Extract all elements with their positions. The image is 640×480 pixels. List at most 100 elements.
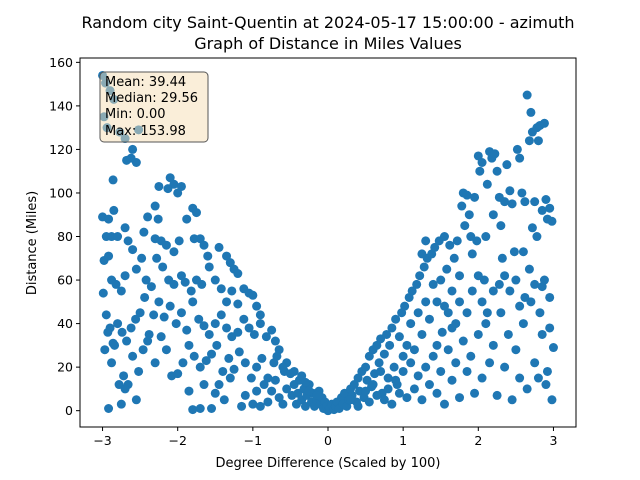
data-point [417,249,427,259]
data-point [109,205,119,215]
data-point [364,397,374,407]
data-point [518,319,528,329]
data-point [210,388,220,398]
x-axis-ticks: −3 −2 −1 0 1 2 3 [93,427,557,448]
data-point [140,292,150,302]
data-point [379,349,389,359]
data-point [361,386,371,396]
data-point [225,373,235,383]
data-point [110,340,120,350]
data-point [505,286,515,296]
data-point [496,308,506,318]
stats-box-background [99,71,209,143]
data-point [153,214,163,224]
data-point [500,362,510,372]
data-point [161,345,171,355]
data-point [515,153,525,163]
data-point [222,251,232,261]
chart-subtitle: Graph of Distance in Miles Values [194,34,462,53]
data-point [263,397,273,407]
data-point [432,340,442,350]
data-point [113,232,123,242]
data-point [421,297,431,307]
x-tick-label: 1 [399,433,407,448]
data-point [224,353,234,363]
data-point [176,181,186,191]
data-point [116,399,126,409]
data-point [131,264,141,274]
data-point [535,308,545,318]
data-point [349,380,359,390]
data-point [533,373,543,383]
data-point [98,288,108,298]
data-point [503,329,513,339]
stats-min: Min: 0.00 [105,107,166,122]
data-point [249,329,259,339]
data-point [199,240,209,250]
data-point [195,362,205,372]
data-point [412,279,422,289]
x-tick-label: 2 [474,433,482,448]
data-point [455,271,465,281]
data-point [382,329,392,339]
data-point [439,232,449,242]
data-point [428,279,438,289]
data-point [146,282,156,292]
data-point [512,144,522,154]
y-axis-ticks: 0 20 40 60 80 100 120 140 160 [49,55,80,418]
plot-frame [79,57,577,428]
data-point [128,144,138,154]
data-point [255,310,265,320]
data-point [122,336,132,346]
data-point [394,388,404,398]
chart-title: Random city Saint-Quentin at 2024-05-17 … [81,13,574,32]
data-point [128,351,138,361]
stats-median: Median: 29.56 [105,91,198,106]
data-point [207,404,217,413]
data-point [482,308,492,318]
x-tick-label: −1 [244,433,262,448]
data-point [270,336,280,346]
data-point [188,297,198,307]
data-point [473,329,483,339]
data-point [488,340,498,350]
data-point [182,325,192,335]
data-point [539,275,549,285]
data-point [417,395,427,405]
data-point [545,292,555,302]
data-point [267,325,277,335]
data-point [387,399,397,409]
data-point [122,155,132,165]
data-point [244,323,254,333]
data-point [400,301,410,311]
data-point [204,262,214,272]
data-point [372,340,382,350]
data-point [252,362,262,372]
data-point [150,201,160,211]
data-point [437,327,447,337]
data-point [184,386,194,396]
data-point [252,386,262,396]
data-point [443,308,453,318]
data-point [482,179,492,189]
data-point [103,327,113,337]
data-point [462,190,472,200]
data-point [141,275,151,285]
data-point [300,377,310,387]
data-point [204,329,214,339]
data-point [387,323,397,333]
data-point [385,340,395,350]
data-point [488,286,498,296]
data-point [174,236,184,246]
data-point [492,166,502,176]
stats-box: Mean: 39.44 Median: 29.56 Min: 0.00 Max:… [99,71,209,143]
data-point [526,107,536,117]
data-point [488,210,498,220]
data-point [542,366,552,376]
data-point [297,371,307,381]
data-point [500,197,510,207]
data-point [353,401,363,411]
data-point [222,297,232,307]
data-point [189,351,199,361]
stats-max: Max: 153.98 [105,124,186,139]
